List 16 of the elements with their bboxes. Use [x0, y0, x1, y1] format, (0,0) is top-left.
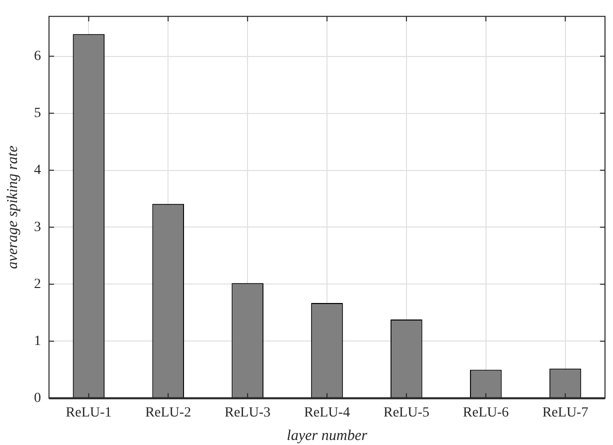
x-tick-label: ReLU-6: [462, 405, 509, 420]
x-tick-label: ReLU-3: [224, 405, 271, 420]
x-tick-label: ReLU-7: [542, 405, 588, 420]
y-tick-label: 1: [34, 334, 41, 349]
y-tick-label: 2: [34, 276, 41, 292]
x-tick-label: ReLU-1: [66, 405, 112, 420]
y-tick-label: 5: [34, 106, 41, 121]
y-tick-label: 0: [34, 390, 41, 406]
x-tick-label: ReLU-2: [145, 405, 192, 420]
x-axis-title: layer number: [286, 428, 368, 444]
x-tick-label: ReLU-4: [304, 405, 350, 420]
y-tick-label: 4: [34, 162, 41, 178]
y-tick-label: 3: [34, 220, 41, 235]
y-axis-title: average spiking rate: [4, 145, 21, 269]
x-tick-label: ReLU-5: [383, 405, 430, 420]
y-tick-label: 6: [34, 48, 41, 64]
